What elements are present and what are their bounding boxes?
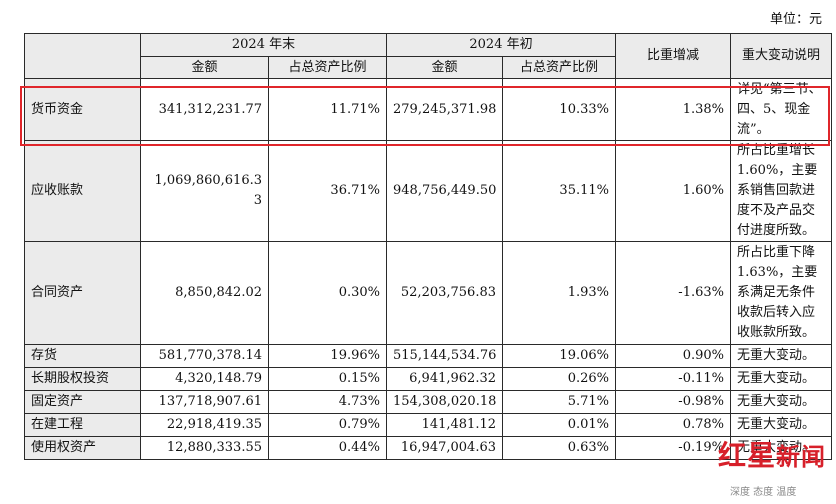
start-ratio: 0.63% bbox=[502, 436, 616, 460]
row-label: 应收账款 bbox=[24, 140, 141, 242]
change-note: 所占比重增长1.60%，主要系销售回款进度不及产品交付进度所致。 bbox=[730, 140, 832, 242]
ratio-change: 1.38% bbox=[615, 78, 731, 141]
change-note: 无重大变动。 bbox=[730, 413, 832, 437]
end-amount: 4,320,148.79 bbox=[140, 367, 269, 391]
start-amount: 16,947,004.63 bbox=[386, 436, 503, 460]
row-label: 长期股权投资 bbox=[24, 367, 141, 391]
ratio-change: -0.11% bbox=[615, 367, 731, 391]
header-start-period: 2024 年初 bbox=[386, 33, 616, 57]
start-amount: 52,203,756.83 bbox=[386, 241, 503, 345]
start-amount: 279,245,371.98 bbox=[386, 78, 503, 141]
row-label: 使用权资产 bbox=[24, 436, 141, 460]
header-explanation: 重大变动说明 bbox=[730, 33, 832, 79]
header-change: 比重增减 bbox=[615, 33, 731, 79]
row-label: 存货 bbox=[24, 344, 141, 368]
start-amount: 948,756,449.50 bbox=[386, 140, 503, 242]
header-end-ratio: 占总资产比例 bbox=[268, 56, 387, 79]
end-ratio: 4.73% bbox=[268, 390, 387, 414]
table-row: 长期股权投资 4,320,148.79 0.15% 6,941,962.32 0… bbox=[24, 367, 832, 391]
change-note: 无重大变动。 bbox=[730, 344, 832, 368]
change-note: 所占比重下降1.63%，主要系满足无条件收款后转入应收账款所致。 bbox=[730, 241, 832, 345]
logo-tagline: 深度 态度 温度 bbox=[730, 487, 797, 498]
start-ratio: 35.11% bbox=[502, 140, 616, 242]
end-ratio: 19.96% bbox=[268, 344, 387, 368]
unit-note: 单位：元 bbox=[769, 12, 822, 27]
ratio-change: -0.98% bbox=[615, 390, 731, 414]
end-amount: 581,770,378.14 bbox=[140, 344, 269, 368]
change-note: 详见“第三节、四、5、现金流”。 bbox=[730, 78, 832, 141]
end-ratio: 36.71% bbox=[268, 140, 387, 242]
end-amount: 22,918,419.35 bbox=[140, 413, 269, 437]
end-ratio: 0.79% bbox=[268, 413, 387, 437]
change-note: 无重大变动。 bbox=[730, 390, 832, 414]
row-label: 货币资金 bbox=[24, 78, 141, 141]
start-ratio: 10.33% bbox=[502, 78, 616, 141]
header-start-amount: 金额 bbox=[386, 56, 503, 79]
row-label: 合同资产 bbox=[24, 241, 141, 345]
table-row: 使用权资产 12,880,333.55 0.44% 16,947,004.63 … bbox=[24, 436, 832, 460]
header-end-period: 2024 年末 bbox=[140, 33, 387, 57]
table-row: 在建工程 22,918,419.35 0.79% 141,481.12 0.01… bbox=[24, 413, 832, 437]
table-row: 货币资金 341,312,231.77 11.71% 279,245,371.9… bbox=[24, 78, 832, 141]
ratio-change: -0.19% bbox=[615, 436, 731, 460]
change-note: 无重大变动。 bbox=[730, 436, 832, 460]
end-ratio: 0.15% bbox=[268, 367, 387, 391]
end-amount: 1,069,860,616.33 bbox=[140, 140, 269, 242]
start-amount: 154,308,020.18 bbox=[386, 390, 503, 414]
end-ratio: 11.71% bbox=[268, 78, 387, 141]
ratio-change: 0.90% bbox=[615, 344, 731, 368]
row-label: 固定资产 bbox=[24, 390, 141, 414]
start-amount: 6,941,962.32 bbox=[386, 367, 503, 391]
table-row: 存货 581,770,378.14 19.96% 515,144,534.76 … bbox=[24, 344, 832, 368]
table-row: 合同资产 8,850,842.02 0.30% 52,203,756.83 1.… bbox=[24, 241, 832, 345]
end-ratio: 0.44% bbox=[268, 436, 387, 460]
header-end-amount: 金额 bbox=[140, 56, 269, 79]
start-ratio: 19.06% bbox=[502, 344, 616, 368]
table-row: 应收账款 1,069,860,616.33 36.71% 948,756,449… bbox=[24, 140, 832, 242]
end-ratio: 0.30% bbox=[268, 241, 387, 345]
end-amount: 341,312,231.77 bbox=[140, 78, 269, 141]
ratio-change: 1.60% bbox=[615, 140, 731, 242]
change-note: 无重大变动。 bbox=[730, 367, 832, 391]
row-label: 在建工程 bbox=[24, 413, 141, 437]
start-amount: 515,144,534.76 bbox=[386, 344, 503, 368]
ratio-change: 0.78% bbox=[615, 413, 731, 437]
start-ratio: 0.01% bbox=[502, 413, 616, 437]
start-amount: 141,481.12 bbox=[386, 413, 503, 437]
end-amount: 137,718,907.61 bbox=[140, 390, 269, 414]
ratio-change: -1.63% bbox=[615, 241, 731, 345]
start-ratio: 0.26% bbox=[502, 367, 616, 391]
table-row: 固定资产 137,718,907.61 4.73% 154,308,020.18… bbox=[24, 390, 832, 414]
start-ratio: 5.71% bbox=[502, 390, 616, 414]
header-blank bbox=[24, 33, 141, 79]
start-ratio: 1.93% bbox=[502, 241, 616, 345]
asset-structure-table: 2024 年末 2024 年初 比重增减 重大变动说明 金额 占总资产比例 金额… bbox=[24, 33, 832, 460]
end-amount: 12,880,333.55 bbox=[140, 436, 269, 460]
header-start-ratio: 占总资产比例 bbox=[502, 56, 616, 79]
end-amount: 8,850,842.02 bbox=[140, 241, 269, 345]
